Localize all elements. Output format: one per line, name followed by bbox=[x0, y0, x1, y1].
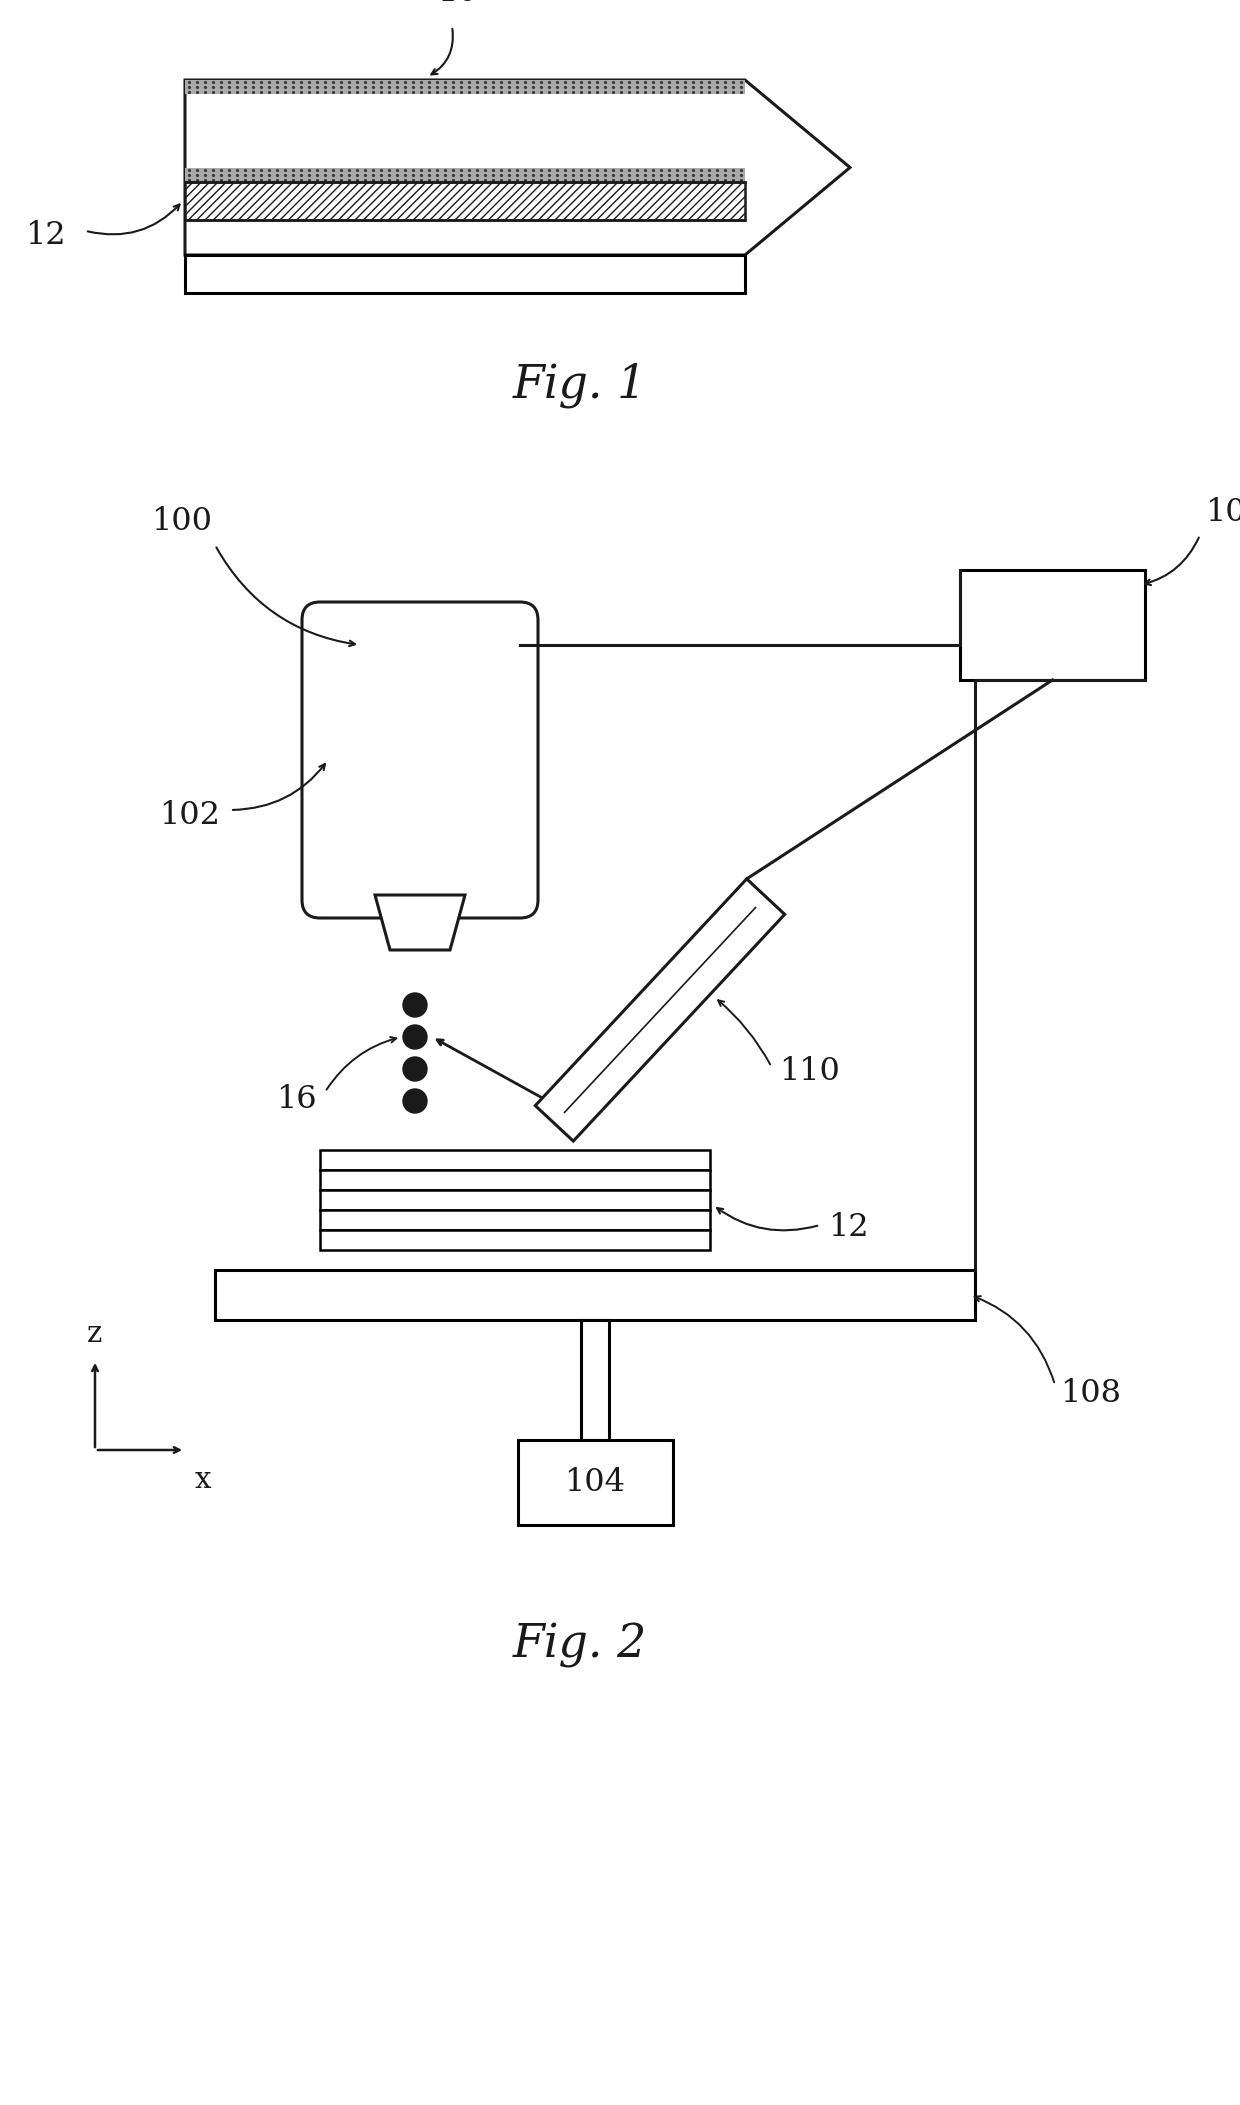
Text: 12: 12 bbox=[828, 1212, 869, 1244]
Bar bbox=[320, 1149, 711, 1170]
Text: 16: 16 bbox=[277, 1084, 317, 1114]
Text: Fig. 1: Fig. 1 bbox=[513, 362, 647, 408]
Text: 104: 104 bbox=[564, 1467, 625, 1499]
Circle shape bbox=[403, 1025, 427, 1048]
Polygon shape bbox=[374, 895, 465, 949]
Circle shape bbox=[403, 1057, 427, 1082]
Text: x: x bbox=[195, 1465, 212, 1495]
Bar bbox=[320, 1170, 711, 1189]
Bar bbox=[215, 1269, 975, 1320]
Bar bbox=[517, 1440, 672, 1524]
Text: 10: 10 bbox=[436, 0, 477, 8]
Polygon shape bbox=[185, 80, 849, 255]
Bar bbox=[960, 570, 1145, 680]
Bar bbox=[185, 181, 745, 221]
Text: 12: 12 bbox=[25, 221, 66, 250]
Bar bbox=[185, 80, 745, 95]
Text: z: z bbox=[87, 1320, 103, 1347]
Text: 108: 108 bbox=[1060, 1377, 1121, 1408]
Bar bbox=[582, 1320, 609, 1440]
Bar bbox=[185, 168, 745, 181]
Circle shape bbox=[403, 994, 427, 1017]
Text: Fig. 2: Fig. 2 bbox=[513, 1623, 647, 1667]
Bar bbox=[320, 1210, 711, 1229]
Text: 110: 110 bbox=[780, 1057, 841, 1088]
Bar bbox=[185, 255, 745, 293]
Circle shape bbox=[403, 1088, 427, 1114]
FancyBboxPatch shape bbox=[303, 602, 538, 918]
Text: 102: 102 bbox=[159, 800, 219, 831]
Text: 106: 106 bbox=[1205, 497, 1240, 528]
Polygon shape bbox=[536, 880, 785, 1141]
Bar bbox=[320, 1229, 711, 1250]
Text: 100: 100 bbox=[151, 505, 212, 537]
Bar bbox=[320, 1189, 711, 1210]
